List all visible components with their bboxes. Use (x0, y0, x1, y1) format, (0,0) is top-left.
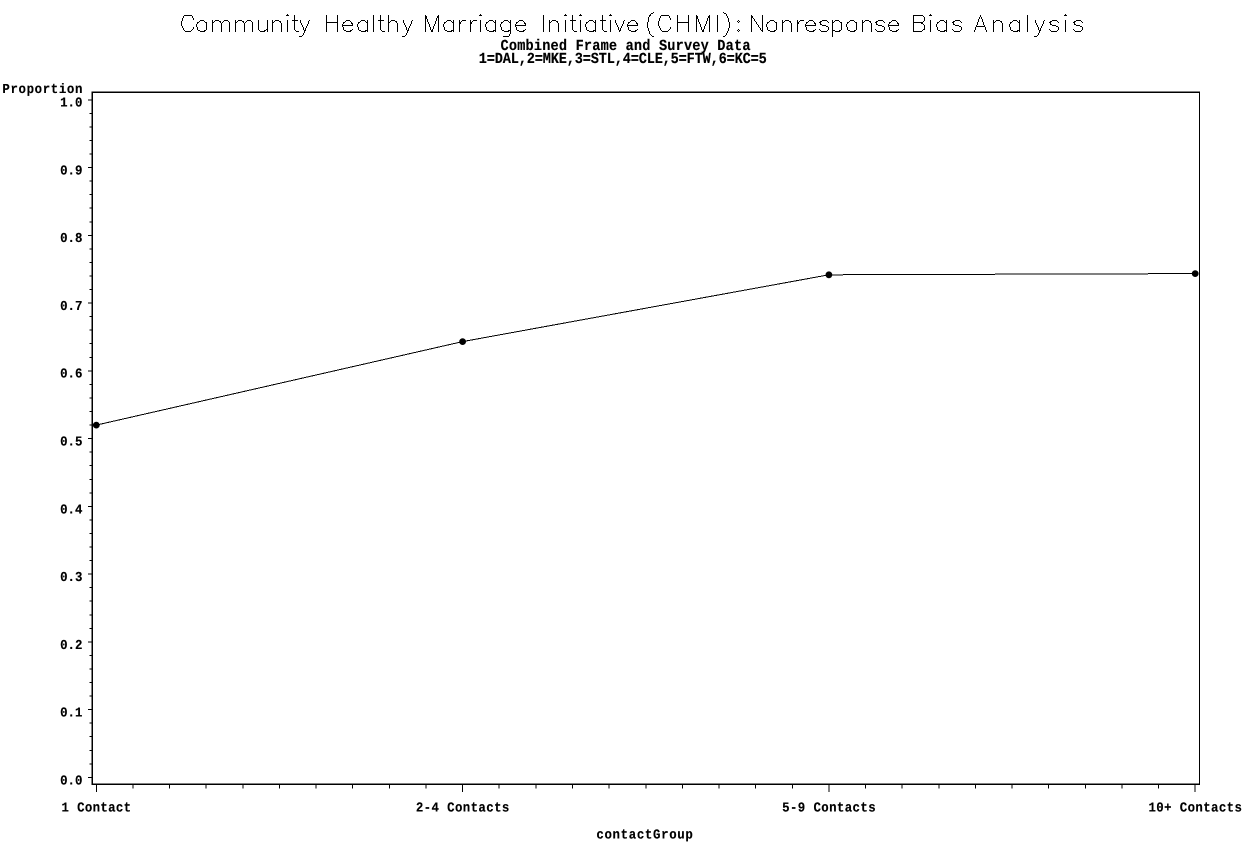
svg-text:0.2: 0.2 (60, 638, 82, 653)
svg-text:0.8: 0.8 (60, 231, 82, 246)
svg-text:0.7: 0.7 (60, 299, 82, 314)
svg-text:0.6: 0.6 (60, 367, 82, 382)
svg-text:0.4: 0.4 (60, 502, 83, 517)
svg-text:5-9 Contacts: 5-9 Contacts (782, 801, 876, 816)
svg-text:Proportion: Proportion (2, 82, 82, 97)
svg-text:contactGroup: contactGroup (596, 828, 693, 843)
svg-text:1 Contact: 1 Contact (62, 801, 132, 816)
svg-text:1=DAL,2=MKE,3=STL,4=CLE,5=FTW,: 1=DAL,2=MKE,3=STL,4=CLE,5=FTW,6=KC=5 (479, 52, 767, 69)
svg-text:0.5: 0.5 (60, 435, 82, 450)
svg-text:0.9: 0.9 (60, 164, 82, 179)
svg-text:10+ Contacts: 10+ Contacts (1148, 801, 1242, 816)
svg-text:0.1: 0.1 (60, 706, 82, 721)
svg-text:0.0: 0.0 (60, 773, 82, 788)
svg-text:Combined Frame and Survey Data: Combined Frame and Survey Data (501, 39, 751, 56)
svg-text:1.0: 1.0 (60, 96, 82, 111)
svg-text:2-4 Contacts: 2-4 Contacts (416, 801, 510, 816)
svg-text:0.3: 0.3 (60, 570, 82, 585)
